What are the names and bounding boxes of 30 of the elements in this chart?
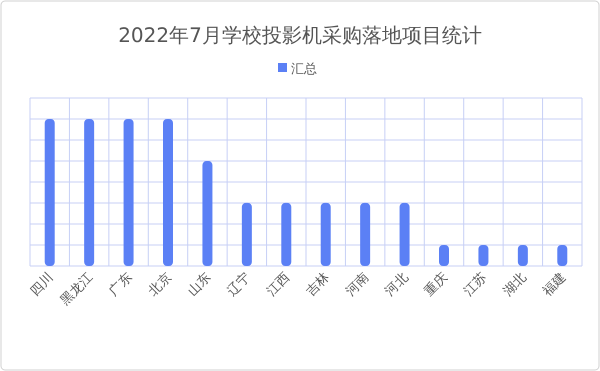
x-tick-label: 福建 bbox=[540, 270, 570, 300]
x-tick-label: 吉林 bbox=[304, 270, 333, 300]
x-tick-label: 山东 bbox=[185, 270, 214, 300]
x-tick-label: 湖北 bbox=[500, 270, 530, 300]
bar bbox=[320, 202, 331, 266]
x-tick-label: 四川 bbox=[28, 270, 57, 300]
x-tick-label: 北京 bbox=[146, 270, 175, 300]
bar bbox=[360, 202, 370, 266]
x-tick-label: 河北 bbox=[382, 270, 412, 300]
bar bbox=[439, 244, 449, 266]
bar bbox=[242, 202, 252, 266]
x-tick-label: 辽宁 bbox=[224, 270, 254, 300]
x-tick-label: 黑龙江 bbox=[58, 270, 96, 308]
x-tick-label: 广东 bbox=[106, 270, 136, 300]
bar bbox=[124, 119, 134, 266]
x-tick-label: 江苏 bbox=[461, 270, 490, 300]
bar bbox=[518, 244, 528, 266]
bar bbox=[44, 119, 55, 266]
bar bbox=[163, 119, 173, 266]
x-tick-label: 重庆 bbox=[422, 270, 451, 300]
x-tick-label: 江西 bbox=[264, 270, 294, 300]
bar bbox=[84, 119, 94, 266]
chart-title: 2022年7月学校投影机采购落地项目统计 bbox=[118, 23, 482, 47]
bar bbox=[557, 244, 568, 266]
bar bbox=[281, 202, 292, 266]
bar bbox=[478, 244, 488, 266]
bar bbox=[202, 161, 212, 266]
legend-label: 汇总 bbox=[291, 62, 317, 77]
x-tick-label: 河南 bbox=[342, 270, 372, 300]
bar bbox=[400, 202, 410, 266]
